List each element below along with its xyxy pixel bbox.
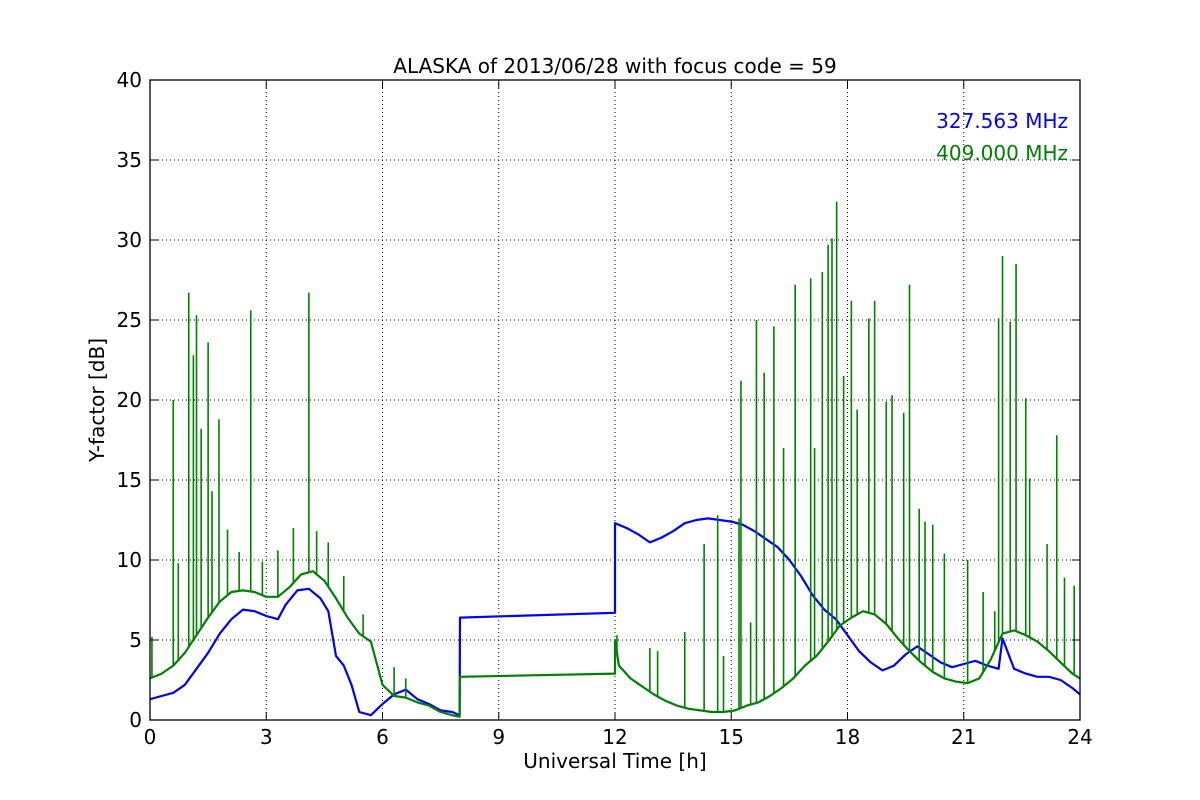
x-tick-label: 3 bbox=[260, 725, 273, 749]
axis-ticks: 0 3 6 9 12 15 18 21 24 0 5 10 15 20 25 30 35 40 bbox=[117, 68, 1093, 749]
y-tick-label: 25 bbox=[117, 308, 142, 332]
y-axis-label: Y-factor [dB] bbox=[85, 338, 109, 463]
y-tick-label: 10 bbox=[117, 548, 142, 572]
plot-series bbox=[149, 201, 1081, 718]
y-tick-label: 15 bbox=[117, 468, 142, 492]
y-tick-label: 35 bbox=[117, 148, 142, 172]
x-axis-label: Universal Time [h] bbox=[523, 749, 706, 773]
y-tick-label: 40 bbox=[117, 68, 142, 92]
x-tick-label: 24 bbox=[1067, 725, 1092, 749]
y-tick-label: 5 bbox=[129, 628, 142, 652]
x-tick-label: 0 bbox=[144, 725, 157, 749]
y-tick-label: 30 bbox=[117, 228, 142, 252]
y-tick-label: 0 bbox=[129, 708, 142, 732]
x-tick-label: 9 bbox=[492, 725, 505, 749]
legend-entry: 409.000 MHz bbox=[936, 141, 1068, 165]
x-tick-label: 6 bbox=[376, 725, 389, 749]
series-line bbox=[149, 517, 1081, 717]
series-line bbox=[149, 570, 1081, 718]
chart-title: ALASKA of 2013/06/28 with focus code = 5… bbox=[393, 54, 836, 78]
series-green bbox=[149, 201, 1081, 718]
legend-entry: 327.563 MHz bbox=[936, 109, 1068, 133]
x-tick-label: 21 bbox=[951, 725, 976, 749]
x-tick-label: 12 bbox=[602, 725, 627, 749]
legend: 327.563 MHz 409.000 MHz bbox=[936, 109, 1068, 165]
y-tick-label: 20 bbox=[117, 388, 142, 412]
x-tick-label: 15 bbox=[719, 725, 744, 749]
x-tick-label: 18 bbox=[835, 725, 860, 749]
series-blue bbox=[149, 517, 1081, 717]
